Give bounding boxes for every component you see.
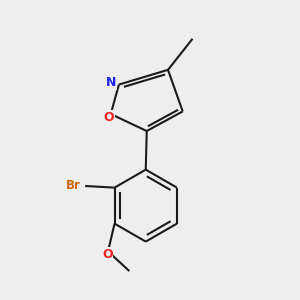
Text: O: O	[104, 111, 114, 124]
Text: O: O	[102, 248, 113, 260]
Text: Br: Br	[66, 179, 81, 193]
Text: N: N	[106, 76, 116, 89]
